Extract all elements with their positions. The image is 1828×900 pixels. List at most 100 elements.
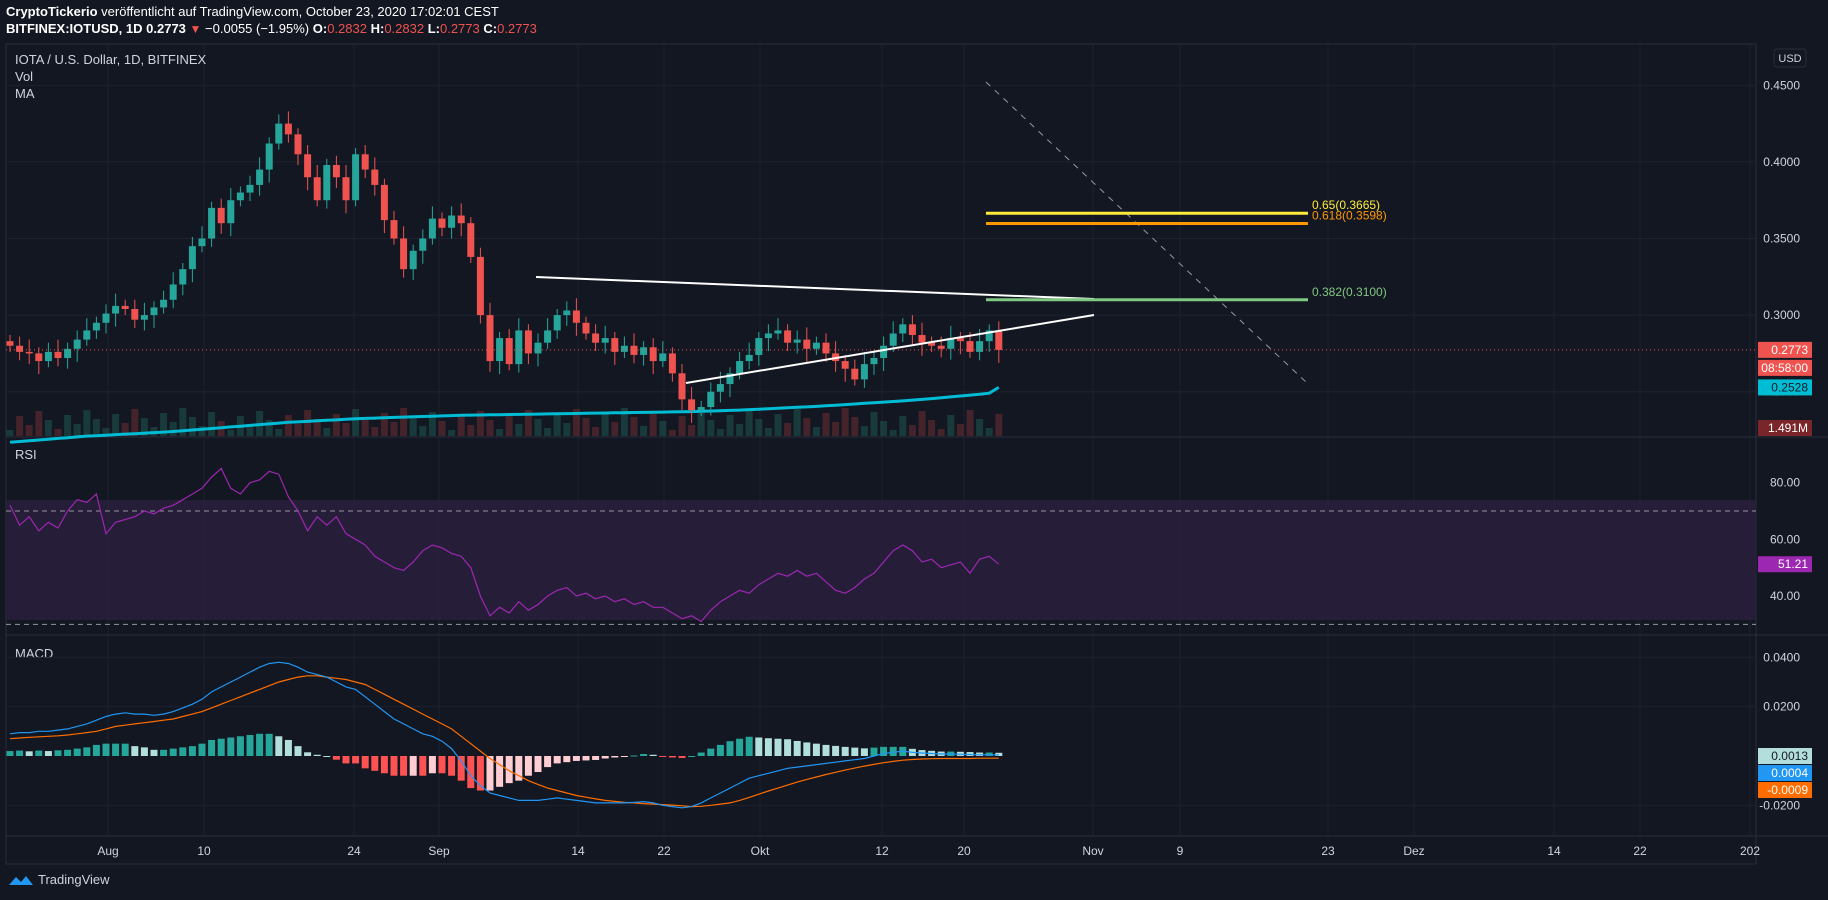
candle[interactable] (908, 315, 916, 346)
candle[interactable] (803, 327, 811, 362)
currency-button-label[interactable]: USD (1778, 53, 1801, 65)
candle[interactable] (83, 318, 91, 346)
candle[interactable] (985, 324, 993, 352)
candle[interactable] (726, 367, 734, 398)
candle[interactable] (889, 321, 897, 352)
candle[interactable] (524, 324, 532, 365)
candle[interactable] (150, 301, 158, 329)
candle[interactable] (236, 186, 244, 207)
candle[interactable] (313, 164, 321, 207)
candle[interactable] (832, 341, 840, 372)
candle[interactable] (179, 263, 187, 296)
candle[interactable] (371, 157, 379, 196)
candle[interactable] (860, 351, 868, 388)
candle[interactable] (476, 247, 484, 324)
legend-macd[interactable]: MACD (15, 646, 53, 661)
candle[interactable] (208, 201, 216, 247)
candle[interactable] (553, 308, 561, 339)
candle[interactable] (496, 331, 504, 375)
candle[interactable] (793, 330, 801, 354)
candle[interactable] (160, 290, 168, 314)
candle[interactable] (294, 128, 302, 165)
footer-brand[interactable]: TradingView (38, 872, 110, 887)
candle[interactable] (409, 244, 417, 280)
candle[interactable] (822, 333, 830, 362)
macd-line[interactable] (9, 661, 999, 809)
candle[interactable] (342, 164, 350, 214)
candle[interactable] (438, 212, 446, 237)
candle[interactable] (774, 318, 782, 340)
candle[interactable] (400, 226, 408, 278)
rsi-line[interactable] (9, 467, 1000, 623)
candle[interactable] (256, 157, 264, 196)
candle[interactable] (64, 342, 72, 369)
candle[interactable] (784, 324, 792, 352)
rsi-indicator[interactable]: 80.00 60.00 40.00 51.21 (9, 467, 1812, 623)
candle[interactable] (188, 236, 196, 283)
candle[interactable] (544, 318, 552, 349)
candle[interactable] (332, 155, 340, 188)
author-name[interactable]: CryptoTickerio (6, 4, 98, 19)
candle[interactable] (73, 330, 81, 362)
candle[interactable] (630, 333, 638, 364)
currency-button[interactable] (1773, 48, 1807, 68)
candle[interactable] (44, 342, 52, 368)
candle[interactable] (841, 354, 849, 382)
candle[interactable] (697, 400, 705, 417)
candle[interactable] (956, 331, 964, 355)
candle[interactable] (428, 206, 436, 245)
candle[interactable] (304, 145, 312, 191)
candle[interactable] (563, 301, 571, 326)
candle[interactable] (755, 331, 763, 366)
candle[interactable] (16, 336, 24, 361)
tradingview-footer[interactable]: TradingView (8, 872, 110, 887)
candle[interactable] (419, 229, 427, 264)
candle[interactable] (601, 325, 609, 354)
candle[interactable] (169, 272, 177, 309)
candle[interactable] (918, 322, 926, 356)
candle[interactable] (448, 206, 456, 239)
legend-rsi[interactable]: RSI (15, 447, 37, 462)
candle[interactable] (764, 324, 772, 352)
candle[interactable] (352, 148, 360, 207)
candle[interactable] (640, 341, 648, 366)
candle[interactable] (745, 342, 753, 370)
candle[interactable] (678, 364, 686, 411)
candle[interactable] (582, 316, 590, 340)
candle[interactable] (995, 321, 1003, 363)
time-axis[interactable]: Aug 10 24 Sep 14 22 Okt 12 20 Nov 9 23 Dez 14 22 202 (97, 844, 1760, 858)
candle[interactable] (25, 339, 33, 365)
candle[interactable] (668, 347, 676, 382)
candle[interactable] (217, 198, 225, 234)
candle[interactable] (265, 137, 273, 183)
candle[interactable] (467, 217, 475, 264)
candle[interactable] (227, 187, 235, 237)
candle[interactable] (870, 351, 878, 375)
candle[interactable] (928, 336, 936, 352)
candle[interactable] (323, 158, 331, 209)
candle[interactable] (649, 338, 657, 375)
candle[interactable] (659, 341, 667, 368)
candle[interactable] (457, 203, 465, 237)
candle[interactable] (899, 318, 907, 342)
candle[interactable] (92, 316, 100, 339)
candle[interactable] (102, 304, 110, 334)
candle[interactable] (572, 298, 580, 336)
candle[interactable] (380, 178, 388, 234)
candle[interactable] (246, 175, 254, 201)
candles[interactable] (6, 111, 1003, 424)
candle[interactable] (390, 210, 398, 245)
moving-average-line[interactable] (9, 386, 1000, 444)
candle[interactable] (947, 325, 955, 360)
candle[interactable] (6, 335, 14, 352)
candle[interactable] (54, 339, 62, 367)
macd-indicator[interactable]: 0.0400 0.0200 -0.0200 0.0013 0.0004 -0.0009 (6, 650, 1812, 812)
legend-ma[interactable]: MA (15, 86, 35, 101)
candle[interactable] (592, 324, 600, 352)
candle[interactable] (140, 302, 148, 331)
candle[interactable] (486, 302, 494, 372)
triangle-lower-trendline[interactable] (685, 314, 1095, 384)
candle[interactable] (620, 336, 628, 358)
fibonacci-levels[interactable]: 0.65(0.3665)0.618(0.3598) 0.382(0.3100) (986, 198, 1387, 302)
